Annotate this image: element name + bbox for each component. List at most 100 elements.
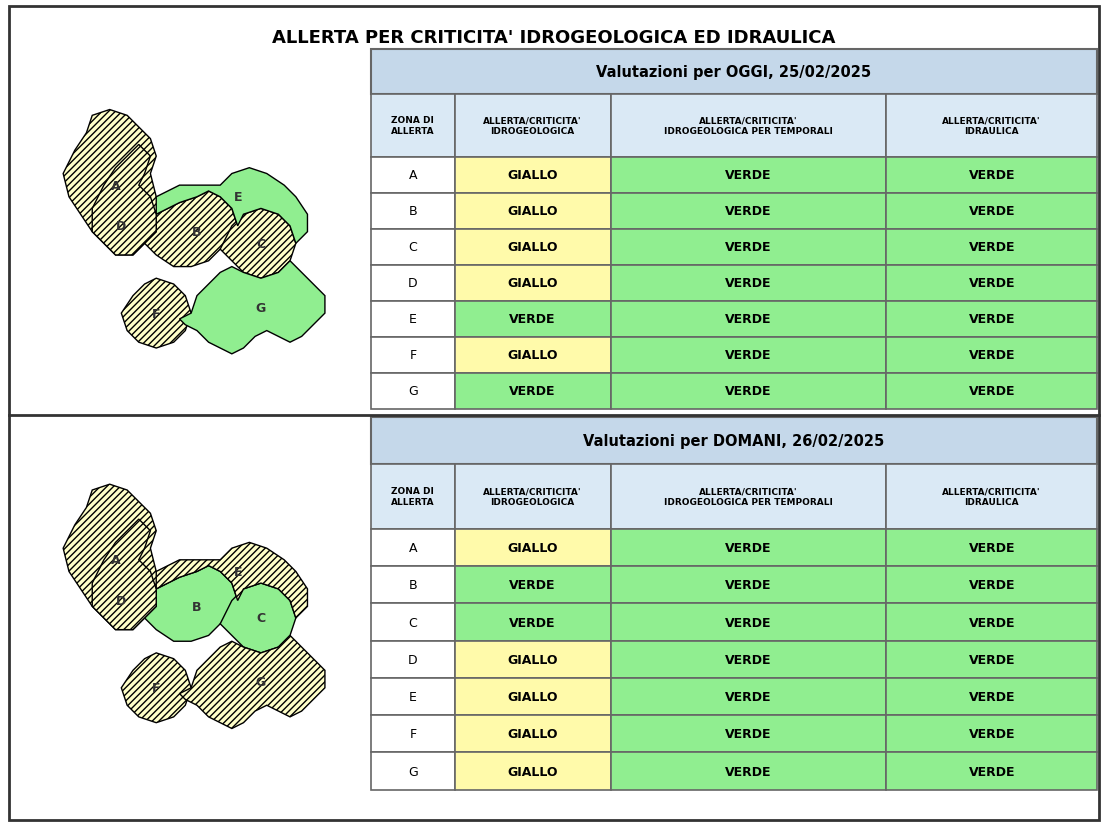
Bar bbox=[886, 529, 1097, 566]
Text: GIALLO: GIALLO bbox=[507, 691, 558, 703]
Bar bbox=[454, 715, 611, 753]
Text: VERDE: VERDE bbox=[968, 542, 1015, 554]
Text: GIALLO: GIALLO bbox=[507, 728, 558, 740]
Text: GIALLO: GIALLO bbox=[507, 169, 558, 182]
Text: G: G bbox=[408, 765, 418, 777]
Text: E: E bbox=[409, 691, 417, 703]
Bar bbox=[454, 464, 611, 529]
Text: B: B bbox=[192, 600, 202, 613]
Bar bbox=[371, 566, 454, 604]
Bar bbox=[454, 94, 611, 158]
Text: B: B bbox=[409, 579, 418, 591]
Bar bbox=[371, 678, 454, 715]
Text: A: A bbox=[111, 179, 121, 193]
Bar bbox=[611, 753, 886, 790]
Polygon shape bbox=[122, 653, 192, 723]
Text: VERDE: VERDE bbox=[726, 169, 772, 182]
Polygon shape bbox=[92, 146, 156, 256]
Text: F: F bbox=[409, 349, 417, 362]
Bar bbox=[454, 229, 611, 265]
Bar bbox=[886, 265, 1097, 302]
Text: F: F bbox=[409, 728, 417, 740]
Polygon shape bbox=[156, 169, 308, 244]
Text: VERDE: VERDE bbox=[510, 313, 556, 326]
Polygon shape bbox=[63, 485, 162, 630]
Bar bbox=[371, 715, 454, 753]
Bar bbox=[371, 604, 454, 641]
Text: G: G bbox=[256, 676, 266, 689]
Bar bbox=[454, 678, 611, 715]
Bar bbox=[611, 229, 886, 265]
Bar bbox=[371, 337, 454, 374]
Text: C: C bbox=[256, 237, 266, 251]
Bar bbox=[886, 604, 1097, 641]
Text: VERDE: VERDE bbox=[726, 385, 772, 398]
Polygon shape bbox=[144, 192, 237, 267]
Polygon shape bbox=[179, 636, 325, 729]
Text: VERDE: VERDE bbox=[968, 616, 1015, 629]
Bar bbox=[454, 753, 611, 790]
Text: VERDE: VERDE bbox=[968, 653, 1015, 666]
Text: VERDE: VERDE bbox=[726, 653, 772, 666]
Bar bbox=[611, 158, 886, 194]
Text: VERDE: VERDE bbox=[726, 277, 772, 290]
Text: ALLERTA/CRITICITA'
IDRAULICA: ALLERTA/CRITICITA' IDRAULICA bbox=[943, 486, 1042, 507]
Text: C: C bbox=[256, 612, 266, 624]
Text: F: F bbox=[152, 308, 161, 320]
Polygon shape bbox=[144, 566, 237, 642]
Text: ALLERTA/CRITICITA'
IDROGEOLOGICA PER TEMPORALI: ALLERTA/CRITICITA' IDROGEOLOGICA PER TEM… bbox=[664, 116, 833, 136]
Bar bbox=[371, 158, 454, 194]
Text: B: B bbox=[192, 226, 202, 239]
Bar bbox=[886, 641, 1097, 678]
Text: GIALLO: GIALLO bbox=[507, 349, 558, 362]
Bar bbox=[611, 94, 886, 158]
Text: B: B bbox=[409, 205, 418, 218]
Text: VERDE: VERDE bbox=[726, 579, 772, 591]
Text: VERDE: VERDE bbox=[510, 616, 556, 629]
Bar bbox=[886, 753, 1097, 790]
Bar bbox=[886, 566, 1097, 604]
Bar bbox=[454, 604, 611, 641]
Bar bbox=[611, 464, 886, 529]
Bar bbox=[371, 194, 454, 229]
Text: ALLERTA/CRITICITA'
IDRAULICA: ALLERTA/CRITICITA' IDRAULICA bbox=[943, 116, 1042, 136]
Text: C: C bbox=[409, 616, 418, 629]
Bar bbox=[611, 641, 886, 678]
Text: VERDE: VERDE bbox=[726, 349, 772, 362]
Polygon shape bbox=[63, 110, 162, 256]
Text: D: D bbox=[116, 220, 126, 233]
Text: A: A bbox=[409, 542, 417, 554]
Bar bbox=[454, 337, 611, 374]
Text: VERDE: VERDE bbox=[510, 579, 556, 591]
Text: C: C bbox=[409, 241, 418, 254]
Text: VERDE: VERDE bbox=[968, 765, 1015, 777]
Text: VERDE: VERDE bbox=[968, 169, 1015, 182]
Bar bbox=[454, 641, 611, 678]
Bar bbox=[371, 464, 454, 529]
Bar bbox=[886, 678, 1097, 715]
Bar bbox=[611, 604, 886, 641]
Text: Valutazioni per OGGI, 25/02/2025: Valutazioni per OGGI, 25/02/2025 bbox=[596, 65, 872, 79]
Text: GIALLO: GIALLO bbox=[507, 653, 558, 666]
Bar bbox=[454, 265, 611, 302]
Bar bbox=[611, 265, 886, 302]
Bar bbox=[611, 337, 886, 374]
Text: ALLERTA PER CRITICITA' IDROGEOLOGICA ED IDRAULICA: ALLERTA PER CRITICITA' IDROGEOLOGICA ED … bbox=[273, 29, 835, 47]
Polygon shape bbox=[122, 279, 192, 349]
Text: VERDE: VERDE bbox=[968, 205, 1015, 218]
Bar bbox=[886, 337, 1097, 374]
Bar bbox=[454, 301, 611, 337]
Polygon shape bbox=[92, 519, 156, 630]
Bar bbox=[611, 566, 886, 604]
Bar bbox=[454, 194, 611, 229]
Text: A: A bbox=[111, 553, 121, 566]
Text: F: F bbox=[152, 681, 161, 695]
Bar bbox=[886, 158, 1097, 194]
Text: ZONA DI
ALLERTA: ZONA DI ALLERTA bbox=[391, 116, 434, 136]
Bar bbox=[371, 641, 454, 678]
Text: GIALLO: GIALLO bbox=[507, 765, 558, 777]
Bar bbox=[886, 301, 1097, 337]
Bar bbox=[454, 374, 611, 409]
Bar bbox=[611, 529, 886, 566]
Bar bbox=[886, 194, 1097, 229]
